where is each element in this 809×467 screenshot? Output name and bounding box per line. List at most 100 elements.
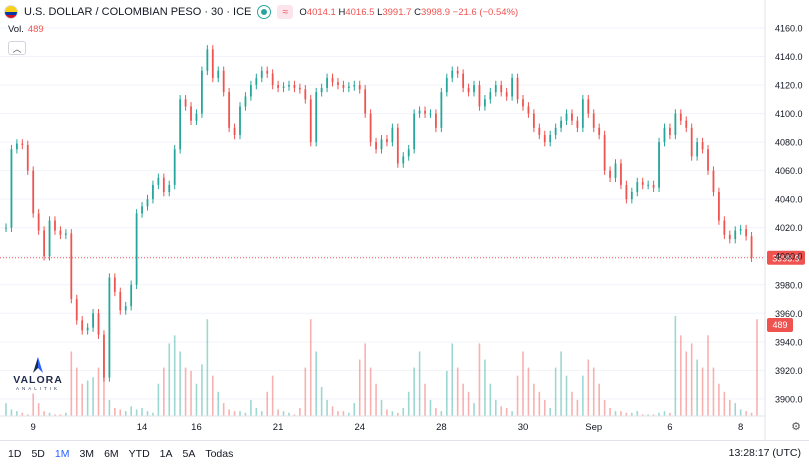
volume-bar xyxy=(168,343,171,416)
change-value: −21.6 (−0.54%) xyxy=(452,6,519,18)
candle-body xyxy=(282,86,285,88)
volume-bar xyxy=(456,367,459,416)
candle-body xyxy=(135,213,138,285)
candle-body xyxy=(478,85,481,107)
candle-body xyxy=(571,113,573,121)
volume-bar xyxy=(239,411,241,416)
y-tick-label: 3900.0 xyxy=(775,394,803,404)
volume-bar xyxy=(222,403,225,416)
volume-bar xyxy=(369,367,372,416)
candle-body xyxy=(391,127,394,143)
volume-bar xyxy=(190,370,192,416)
candle-body xyxy=(745,229,748,237)
volume-bar xyxy=(756,319,758,416)
timeframe-6m[interactable]: 6M xyxy=(104,448,119,460)
x-tick-label: 8 xyxy=(738,422,743,433)
candle-body xyxy=(581,99,584,128)
volume-bar xyxy=(206,319,209,416)
volume-bar xyxy=(631,412,633,416)
y-tick-label: 4060.0 xyxy=(775,166,803,176)
candle-body xyxy=(103,334,105,378)
candles xyxy=(5,45,753,382)
volume-bar xyxy=(451,343,454,416)
timeframe-5a[interactable]: 5A xyxy=(182,448,196,460)
volume-bar xyxy=(299,407,301,416)
volume-bar xyxy=(397,412,399,416)
candle-body xyxy=(532,113,535,128)
volume-bar xyxy=(658,412,660,416)
timeframe-1m[interactable]: 1M xyxy=(54,448,70,460)
volume-bar xyxy=(59,414,62,416)
volume-bar xyxy=(48,412,51,416)
approx-badge[interactable]: ≈ xyxy=(277,5,294,19)
candle-body xyxy=(228,92,231,128)
y-tick-label: 3920.0 xyxy=(775,366,803,376)
open-value: 4014.1 xyxy=(306,6,336,18)
candle-body xyxy=(522,99,524,107)
candle-body xyxy=(157,177,160,185)
candle-body xyxy=(598,127,601,135)
close-value: 3998.9 xyxy=(420,6,450,18)
x-tick-label: 30 xyxy=(518,422,529,433)
volume-bar xyxy=(135,409,138,416)
timeframe-5d[interactable]: 5D xyxy=(31,448,45,460)
candle-body xyxy=(614,163,617,178)
volume-bar xyxy=(282,411,285,416)
volume-bar xyxy=(728,399,731,416)
volume-bar xyxy=(560,351,562,416)
candle-body xyxy=(249,85,252,97)
volume-bar xyxy=(16,411,18,416)
volume-bar xyxy=(201,364,203,416)
candle-body xyxy=(625,184,628,200)
volume-bar xyxy=(353,403,356,416)
timeframe-1d[interactable]: 1D xyxy=(8,448,22,460)
candle-body xyxy=(587,99,590,114)
volume-bar xyxy=(304,367,307,416)
volume-bar xyxy=(320,386,323,416)
candle-body xyxy=(222,70,225,93)
candle-body xyxy=(603,134,606,171)
candle-body xyxy=(565,113,568,121)
candle-body xyxy=(304,89,307,100)
candle-body xyxy=(70,233,73,300)
timeframe-1a[interactable]: 1A xyxy=(159,448,173,460)
chart-grid xyxy=(0,27,765,400)
last-price-tag xyxy=(767,250,805,265)
symbol-title[interactable]: U.S. DOLLAR / COLOMBIAN PESO · 30 · ICE xyxy=(24,6,252,18)
candle-body xyxy=(195,113,198,121)
gear-icon[interactable]: ⚙ xyxy=(791,421,801,433)
candle-body xyxy=(674,113,677,135)
volume-bar xyxy=(505,407,508,416)
volume-bar xyxy=(571,391,573,416)
candle-body xyxy=(609,170,611,178)
volume-bar xyxy=(478,343,481,416)
candle-body xyxy=(59,230,62,235)
timeframe-ytd[interactable]: YTD xyxy=(128,448,150,460)
volume-bar xyxy=(549,407,552,416)
collapse-legend-button[interactable]: ︿ xyxy=(8,41,26,55)
market-open-icon[interactable] xyxy=(257,5,272,19)
candle-body xyxy=(141,206,143,214)
timeframe-3m[interactable]: 3M xyxy=(79,448,95,460)
candle-body xyxy=(728,234,731,240)
volume-bar xyxy=(342,411,345,416)
candle-body xyxy=(369,113,372,143)
candle-body xyxy=(679,113,682,121)
candle-body xyxy=(179,99,182,150)
volume-bar xyxy=(712,367,715,416)
y-tick-label: 4140.0 xyxy=(775,52,803,62)
volume-bar xyxy=(119,409,122,416)
timeframe-todas[interactable]: Todas xyxy=(205,448,234,460)
candle-body xyxy=(630,192,633,200)
candle-body xyxy=(32,170,35,214)
candle-body xyxy=(15,143,18,150)
candle-body xyxy=(358,85,361,90)
volume-bar xyxy=(309,319,312,416)
candle-body xyxy=(516,77,519,100)
candle-body xyxy=(527,106,530,114)
volume-bar xyxy=(473,403,475,416)
volume-label: Vol. xyxy=(8,24,24,35)
candle-body xyxy=(462,73,465,88)
volume-bar xyxy=(511,411,513,416)
